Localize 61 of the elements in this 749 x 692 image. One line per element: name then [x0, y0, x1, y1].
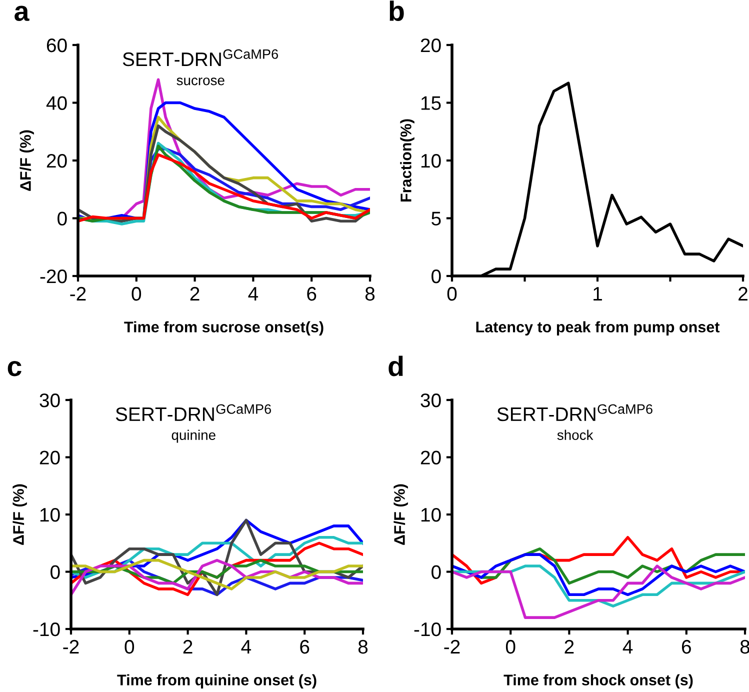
text: c	[8, 360, 22, 376]
x-tick-label: 1	[594, 287, 602, 301]
x-axis-title: Latency to peak from pump onset	[476, 321, 720, 336]
x-tick-label: 0	[506, 640, 516, 654]
y-tick-label: 20	[420, 38, 441, 52]
x-tick-label: 2	[183, 640, 192, 654]
y-tick-label: 20	[40, 450, 60, 464]
line-series	[71, 558, 363, 590]
x-tick-label: 6	[300, 640, 310, 654]
x-tick-label: 2	[738, 286, 748, 301]
y-tick-label: 0	[432, 269, 441, 284]
y-tick-label: 10	[421, 154, 441, 168]
y-tick-label: 5	[432, 212, 441, 226]
x-tick-label: 2	[564, 640, 574, 654]
text: sucrose	[176, 78, 224, 86]
x-tick-label: 6	[682, 640, 691, 654]
y-tick-label: 30	[40, 393, 60, 408]
chart-title: SERT-DRN$^{GCaMP6}$	[497, 404, 652, 422]
text: b	[390, 0, 404, 22]
text: shock	[557, 430, 594, 440]
y-tick-label: -10	[33, 622, 60, 636]
chart-title: SERT-DRN$^{GCaMP6}$	[122, 49, 278, 66]
x-tick-label: -2	[70, 286, 86, 301]
line-series	[452, 553, 745, 596]
x-tick-label: 6	[307, 286, 316, 301]
y-tick-label: 40	[46, 96, 67, 110]
y-tick-label: 0	[58, 212, 67, 226]
y-axis-title: ΔF/F (%)	[12, 484, 27, 545]
x-tick-label: 4	[248, 287, 258, 301]
x-tick-label: 2	[190, 286, 200, 301]
line-series	[452, 564, 745, 619]
x-tick-label: 4	[241, 640, 252, 654]
x-tick-label: -2	[444, 640, 460, 654]
x-tick-label: -2	[63, 640, 79, 654]
x-tick-label: 0	[124, 640, 134, 654]
text: d	[388, 356, 403, 376]
y-axis-title: ΔF/F (%)	[394, 484, 408, 545]
y-tick-label: -20	[40, 269, 67, 284]
y-axis-title: ΔF/F (%)	[20, 130, 34, 191]
y-tick-label: 10	[40, 508, 60, 522]
x-tick-label: 0	[132, 286, 142, 301]
y-tick-label: 60	[46, 38, 67, 52]
y-tick-label: 20	[46, 154, 67, 168]
x-axis-title: Time from sucrose onset(s)	[124, 321, 324, 336]
y-tick-label: 15	[421, 96, 441, 110]
y-axis-title: Fraction(%)	[400, 119, 414, 202]
x-tick-label: 8	[365, 286, 375, 301]
y-tick-label: 10	[421, 508, 441, 522]
y-tick-label: 30	[420, 393, 441, 408]
y-tick-label: 0	[432, 565, 441, 579]
x-axis-title: Time from shock onset (s)	[504, 674, 693, 688]
x-tick-label: 4	[622, 640, 633, 654]
x-axis-title: Time from quinine onset (s)	[117, 674, 316, 688]
x-tick-label: 8	[358, 640, 368, 654]
y-tick-label: 20	[420, 450, 441, 464]
y-tick-label: -10	[414, 622, 441, 636]
x-tick-label: 0	[447, 286, 457, 301]
chart-title: SERT-DRN$^{GCaMP6}$	[116, 404, 271, 422]
text: a	[14, 6, 30, 22]
y-tick-label: 0	[50, 565, 60, 579]
text: quinine	[172, 430, 216, 443]
